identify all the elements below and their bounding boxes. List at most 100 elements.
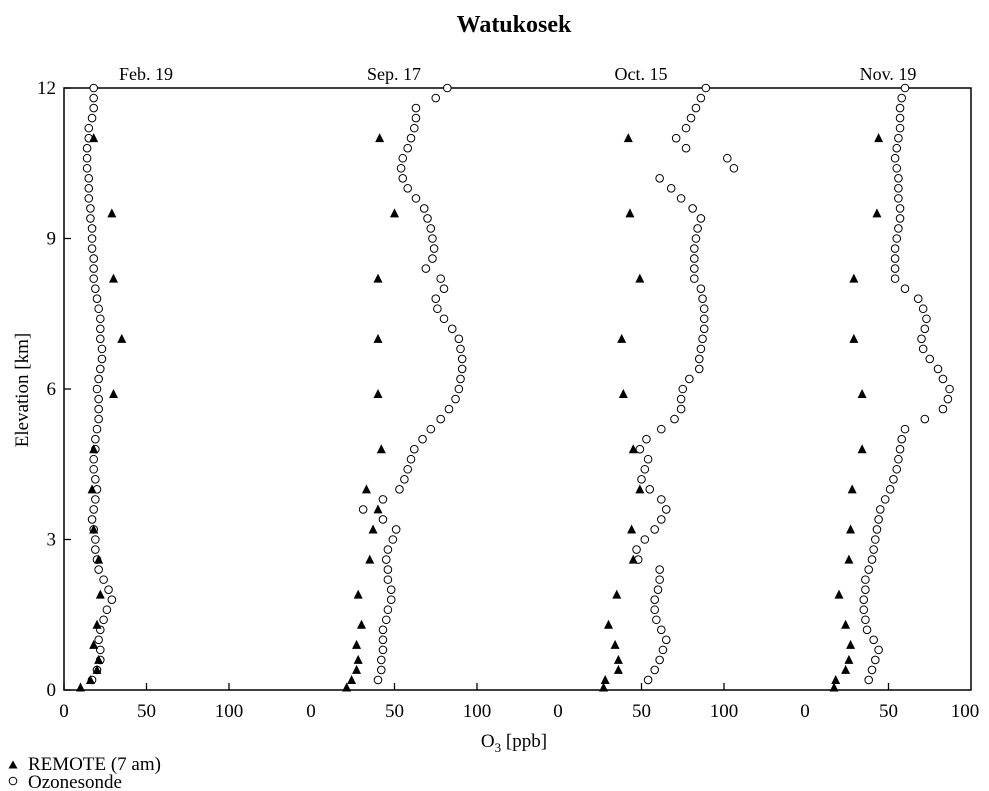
ozonesonde-point <box>456 374 465 384</box>
ozonesonde-point <box>666 184 676 193</box>
remote-point <box>849 273 859 283</box>
remote-point <box>95 589 105 599</box>
ozonesonde-point <box>640 535 650 544</box>
panel-title: Sep. 17 <box>367 64 421 84</box>
ozonesonde-point <box>894 194 903 203</box>
remote-point <box>628 554 638 564</box>
panel-title: Nov. 19 <box>860 64 917 84</box>
ozonesonde-point <box>94 374 103 384</box>
ozonesonde-point <box>701 83 711 93</box>
ozonesonde-point <box>398 153 408 163</box>
ozonesonde-point <box>698 294 707 304</box>
ozonesonde-point <box>885 485 895 494</box>
ozonesonde-point <box>377 655 386 665</box>
ozonesonde-point <box>454 334 464 344</box>
remote-point <box>353 589 363 599</box>
plot-frame <box>63 87 972 691</box>
ozonesonde-point <box>423 214 432 223</box>
remote-point <box>599 682 609 692</box>
ozonesonde-point <box>377 665 386 675</box>
ozonesonde-point <box>87 224 97 233</box>
remote-point <box>89 524 99 534</box>
remote-point <box>841 664 851 674</box>
ozonesonde-point <box>411 113 421 123</box>
ozonesonde-point <box>436 274 446 283</box>
ozonesonde-point <box>676 394 686 404</box>
remote-point <box>109 389 118 399</box>
ozonesonde-point <box>97 344 107 354</box>
ozonesonde-point <box>84 194 94 203</box>
remote-point <box>628 444 638 454</box>
ozonesonde-point <box>89 274 98 283</box>
remote-point <box>857 444 867 454</box>
ozonesonde-point <box>889 475 898 484</box>
remote-point <box>625 208 635 218</box>
ozonesonde-point <box>699 314 709 324</box>
ozonesonde-point <box>403 464 413 474</box>
ozonesonde-point <box>99 615 108 625</box>
remote-point <box>600 674 610 684</box>
ozonesonde-point <box>91 284 100 293</box>
ozonesonde-point <box>918 304 928 314</box>
ozonesonde-point <box>444 404 454 414</box>
ozonesonde-point <box>650 605 660 615</box>
ozonesonde-point <box>895 113 905 123</box>
ozonesonde-point <box>652 615 661 625</box>
ozonesonde-point <box>94 404 103 414</box>
ozonesonde-point <box>681 123 691 133</box>
ozonesonde-point <box>895 444 905 454</box>
y-tick-label: 0 <box>47 680 57 701</box>
remote-point <box>831 674 841 684</box>
remote-point <box>617 333 627 343</box>
remote-point <box>612 589 622 599</box>
ozonesonde-point <box>694 354 704 364</box>
ozonesonde-point <box>388 535 398 544</box>
ozonesonde-point <box>107 595 117 605</box>
ozonesonde-point <box>94 394 103 404</box>
x-tick-label: 100 <box>710 701 739 722</box>
ozonesonde-point <box>661 505 671 514</box>
ozonesonde-point <box>661 635 671 645</box>
ozonesonde-point <box>892 234 902 243</box>
ozonesonde-point <box>678 384 688 394</box>
ozonesonde-point <box>892 143 902 153</box>
remote-point <box>618 389 628 399</box>
ozonesonde-point <box>96 364 105 374</box>
remote-point <box>834 589 844 599</box>
remote-point <box>373 333 383 343</box>
ozonesonde-point <box>82 143 92 153</box>
ozonesonde-point <box>426 224 436 233</box>
remote-point <box>846 524 856 534</box>
ozonesonde-point <box>403 143 413 153</box>
ozonesonde-point <box>396 163 406 173</box>
ozonesonde-point <box>84 174 94 183</box>
ozonesonde-point <box>890 274 900 283</box>
ozonesonde-point <box>99 575 108 584</box>
ozonesonde-point <box>91 545 100 554</box>
ozonesonde-point <box>670 414 679 424</box>
legend-label-ozonesonde: Ozonesonde <box>28 772 122 791</box>
x-axis-label-subscript: 3 <box>495 740 502 755</box>
ozonesonde-point <box>685 374 694 384</box>
remote-point <box>613 664 623 674</box>
legend-circle-marker <box>8 776 18 786</box>
ozonesonde-point <box>861 615 870 625</box>
ozonesonde-point <box>89 93 98 103</box>
ozonesonde-point <box>635 444 645 454</box>
ozonesonde-point <box>686 113 696 123</box>
ozonesonde-point <box>691 103 701 113</box>
x-tick-label: 0 <box>800 701 810 722</box>
ozonesonde-point <box>406 133 416 143</box>
remote-point <box>390 208 399 218</box>
ozonesonde-point <box>693 224 702 233</box>
x-tick-label: 0 <box>306 701 316 722</box>
x-tick-label: 0 <box>553 701 563 722</box>
ozonesonde-point <box>897 434 907 444</box>
ozonesonde-point <box>373 675 383 685</box>
ozonesonde-point <box>84 184 94 193</box>
ozonesonde-point <box>875 505 885 514</box>
ozonesonde-point <box>897 93 907 103</box>
ozonesonde-point <box>650 665 660 675</box>
x-tick-label: 100 <box>463 701 492 722</box>
x-tick-label: 100 <box>215 701 244 722</box>
